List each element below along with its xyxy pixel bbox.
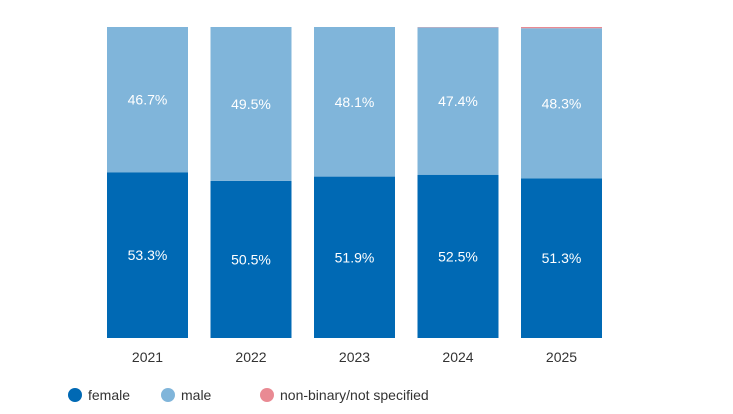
- bar-non-binary-not-specified-2025: [521, 27, 602, 29]
- x-axis-labels: 2021 2022 2023 2024 2025: [132, 349, 577, 365]
- bars-group: 53.3% 46.7% 50.5% 49.5% 51.9% 48.1% 52.5% 47.4%…: [107, 27, 602, 338]
- bar-male-2024: [417, 27, 499, 175]
- data-label-male-2021: 46.7%: [128, 92, 168, 108]
- data-label-male-2024: 47.4%: [438, 93, 478, 109]
- data-label-female-2021: 53.3%: [128, 247, 168, 263]
- bar-female-2021: [107, 172, 188, 338]
- x-tick-label-2021: 2021: [132, 349, 163, 365]
- data-label-male-2025: 48.3%: [542, 95, 582, 111]
- data-label-female-2022: 50.5%: [231, 251, 271, 267]
- bar-male-2023: [314, 27, 395, 177]
- legend: female male non-binary/not specified: [68, 387, 429, 403]
- data-label-female-2025: 51.3%: [542, 250, 582, 266]
- data-label-male-2022: 49.5%: [231, 96, 271, 112]
- data-label-female-2023: 51.9%: [335, 249, 375, 265]
- legend-label-male: male: [181, 387, 212, 403]
- bar-female-2022: [210, 180, 292, 338]
- x-tick-label-2025: 2025: [546, 349, 577, 365]
- legend-marker-male: [161, 388, 175, 402]
- bar-male-2022: [210, 27, 292, 181]
- bar-male-2025: [521, 28, 602, 179]
- x-tick-label-2022: 2022: [235, 349, 266, 365]
- x-tick-label-2024: 2024: [442, 349, 473, 365]
- data-label-female-2024: 52.5%: [438, 248, 478, 264]
- legend-marker-non-binary-not-specified: [260, 388, 274, 402]
- legend-label-female: female: [88, 387, 130, 403]
- bar-female-2024: [417, 174, 499, 338]
- legend-marker-female: [68, 388, 82, 402]
- bar-male-2021: [107, 27, 188, 173]
- bar-female-2023: [314, 176, 395, 338]
- legend-label-non-binary-not-specified: non-binary/not specified: [280, 387, 429, 403]
- x-tick-label-2023: 2023: [339, 349, 370, 365]
- bar-female-2025: [521, 178, 602, 338]
- data-label-male-2023: 48.1%: [335, 94, 375, 110]
